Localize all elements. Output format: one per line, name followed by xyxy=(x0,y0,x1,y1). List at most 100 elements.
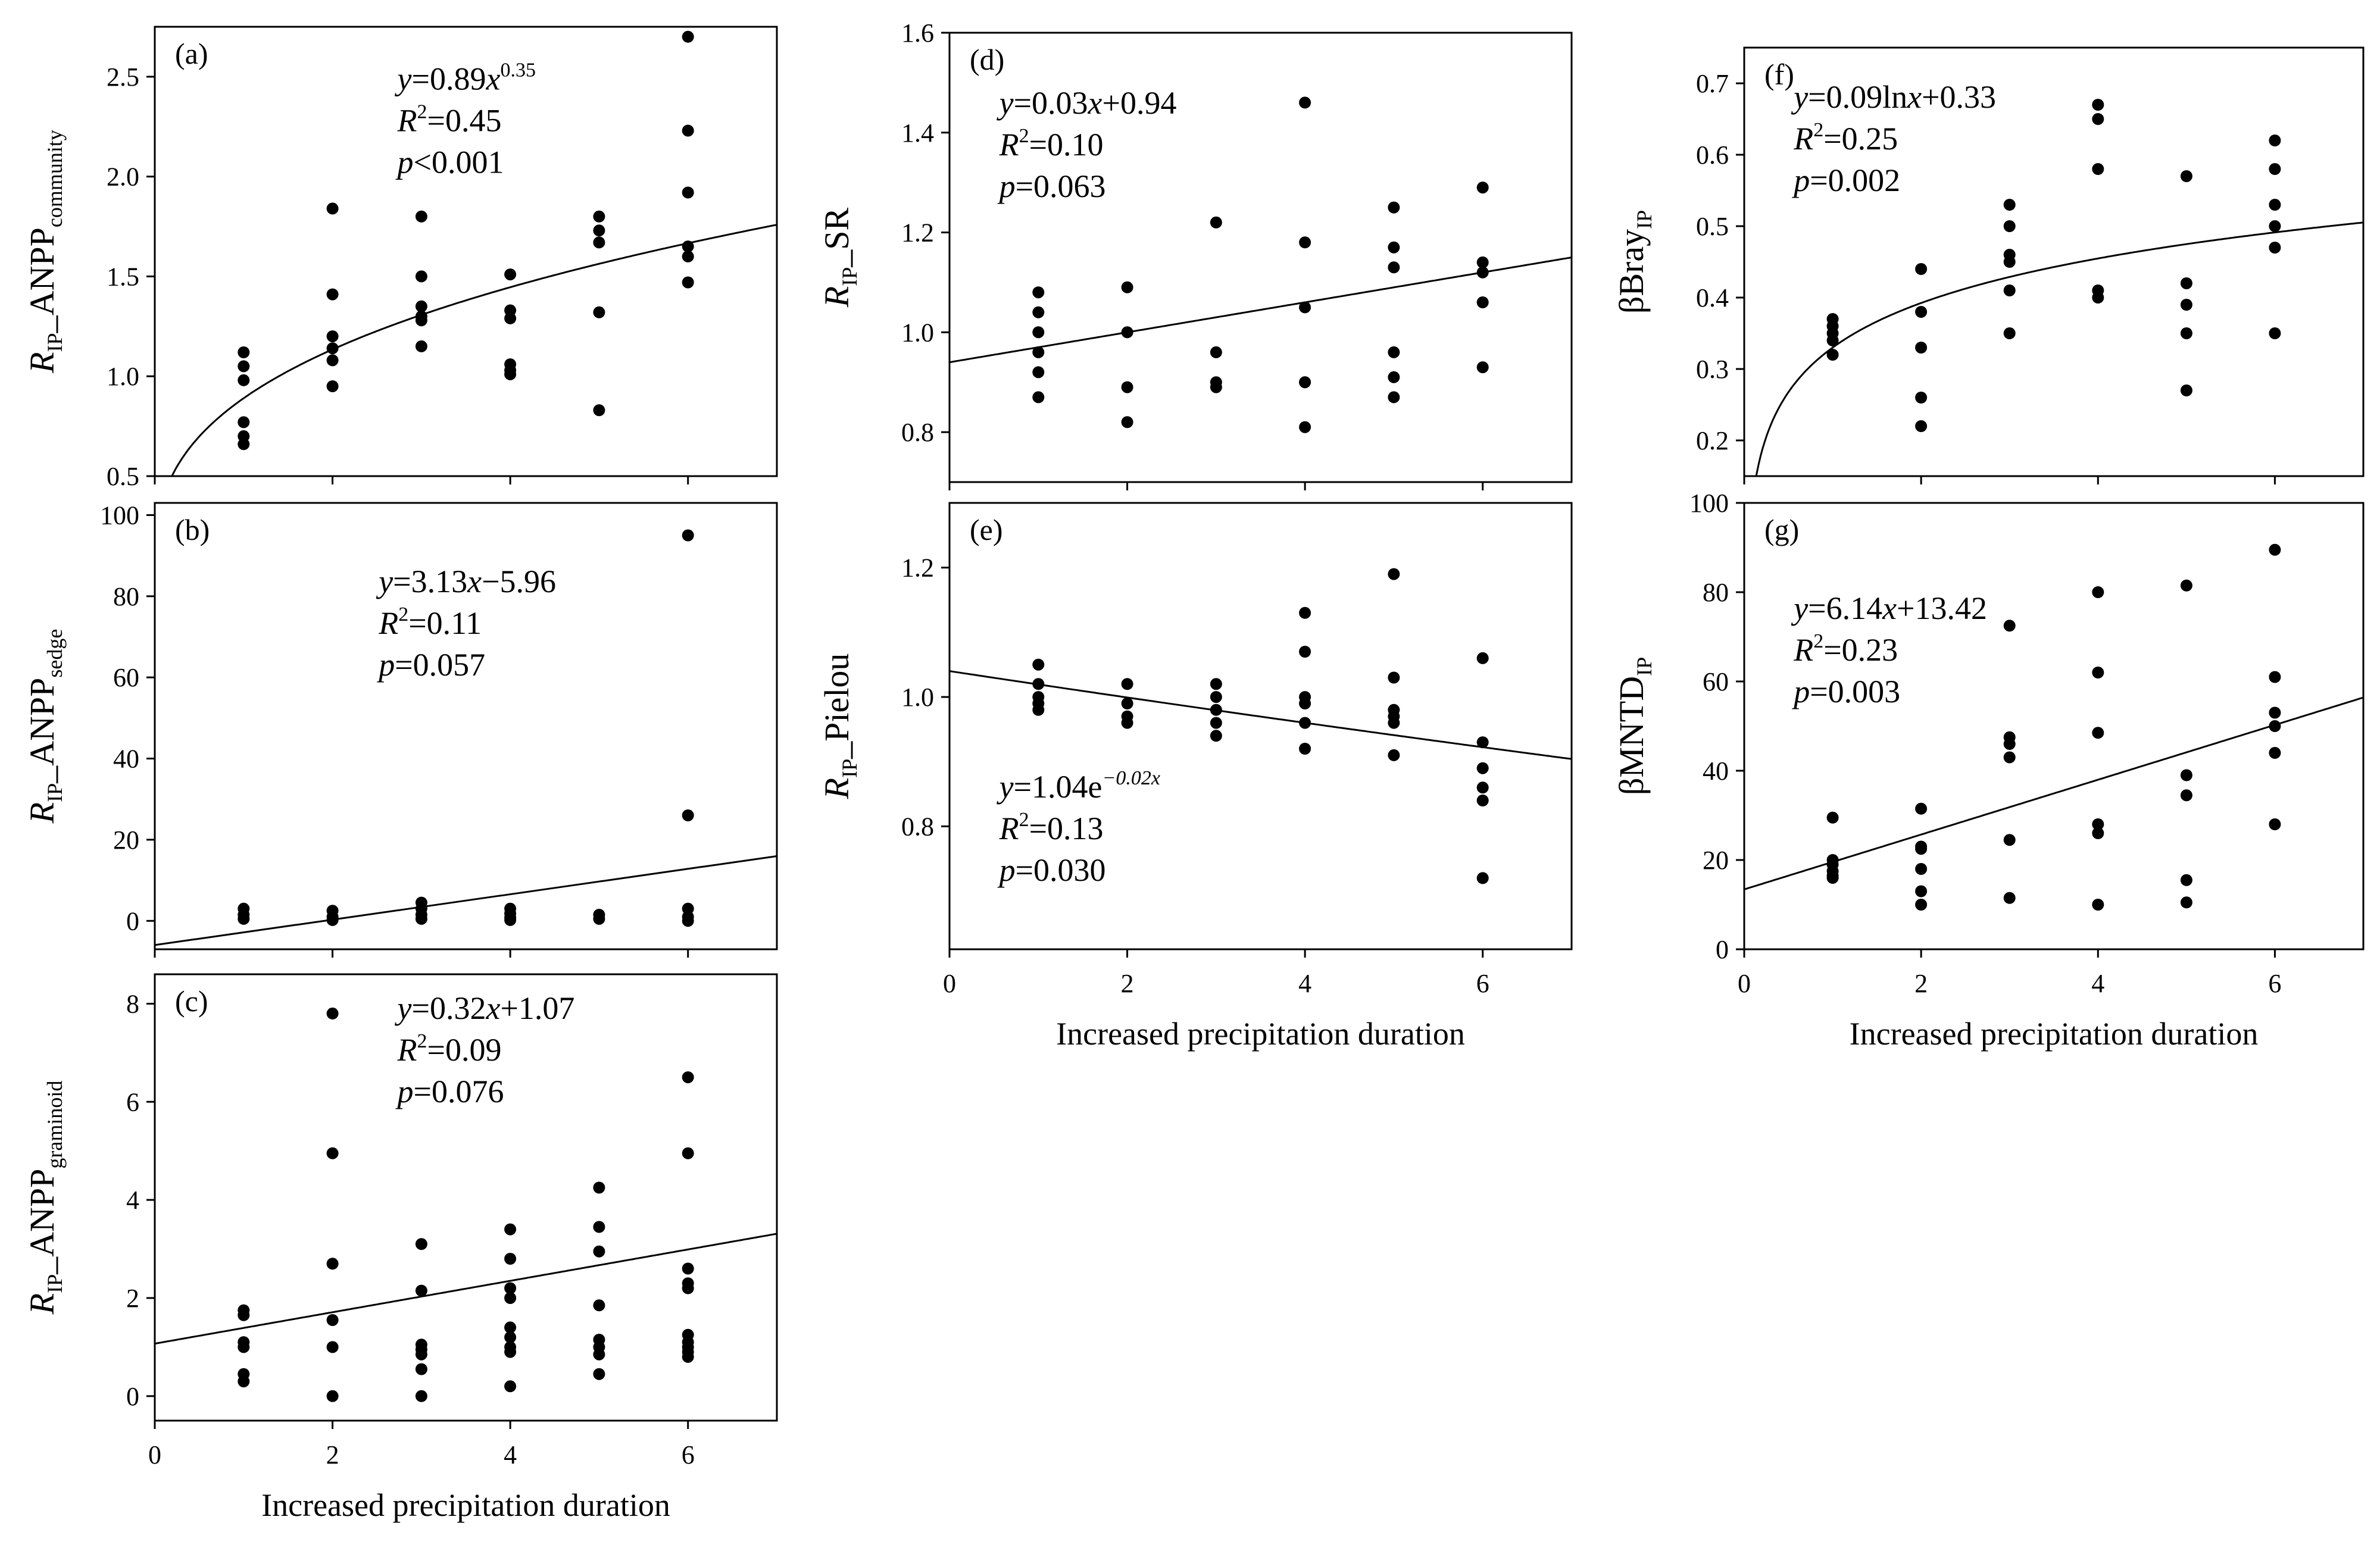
data-point xyxy=(2180,769,2192,781)
data-point xyxy=(1299,421,1311,433)
data-point xyxy=(1476,736,1489,749)
x-tick-label: 0 xyxy=(943,969,956,998)
data-point xyxy=(415,1390,427,1402)
data-point xyxy=(238,1309,250,1321)
plot-frame xyxy=(154,973,778,1422)
y-tick-label: 60 xyxy=(113,663,139,692)
data-point xyxy=(682,30,694,43)
data-point xyxy=(2003,892,2016,904)
data-point xyxy=(593,224,605,237)
fit-equation: y=3.13x−5.96 xyxy=(376,564,556,599)
panel-label: (d) xyxy=(970,43,1004,76)
r-squared: R2=0.45 xyxy=(397,101,502,139)
data-point xyxy=(1476,795,1489,806)
fit-equation: y=6.14x+13.42 xyxy=(1791,590,1987,626)
y-tick-label: 0 xyxy=(126,906,139,936)
data-point xyxy=(1388,391,1400,404)
plot-frame xyxy=(1743,502,2365,950)
data-point xyxy=(2269,747,2281,759)
panel-label: (a) xyxy=(175,37,208,70)
x-tick-label: 2 xyxy=(1914,969,1928,998)
data-point xyxy=(1476,872,1489,884)
x-axis-label: Increased precipitation duration xyxy=(261,1487,670,1523)
data-point xyxy=(1299,646,1311,658)
y-tick-label: 0.2 xyxy=(1696,426,1729,455)
data-point xyxy=(415,912,427,925)
data-point xyxy=(1388,346,1400,358)
data-point xyxy=(682,1147,694,1159)
data-point xyxy=(238,346,250,358)
data-point xyxy=(1299,236,1311,249)
x-tick-label: 0 xyxy=(1738,969,1751,998)
data-point xyxy=(1032,366,1045,379)
x-tick-label: 4 xyxy=(1298,969,1311,998)
data-point xyxy=(1121,326,1133,339)
data-point xyxy=(1476,781,1489,794)
data-point xyxy=(326,1147,339,1159)
data-point xyxy=(1388,371,1400,383)
y-tick-label: 60 xyxy=(1703,667,1729,696)
x-tick-label: 6 xyxy=(682,1440,695,1469)
panel-label: (f) xyxy=(1764,58,1794,91)
data-point xyxy=(2180,277,2192,289)
y-tick-label: 1.0 xyxy=(107,362,139,391)
plot-frame xyxy=(154,502,778,950)
data-point xyxy=(682,529,694,542)
x-tick-label: 4 xyxy=(2091,969,2104,998)
y-tick-label: 1.6 xyxy=(901,18,934,48)
data-point xyxy=(2269,720,2281,732)
data-point xyxy=(2269,818,2281,830)
data-point xyxy=(2003,199,2016,211)
fit-equation: y=0.89x0.35 xyxy=(395,60,536,97)
data-point xyxy=(682,902,694,915)
data-point xyxy=(1032,326,1045,339)
data-point xyxy=(415,1284,427,1297)
fit-line xyxy=(949,257,1572,364)
data-point xyxy=(1299,301,1311,314)
y-tick-label: 0.8 xyxy=(901,418,934,447)
data-point xyxy=(326,1007,339,1020)
y-axis-label: RIP_ANPPcommunity xyxy=(23,130,67,374)
panel-label: (e) xyxy=(970,513,1003,546)
y-axis-label: RIP_SR xyxy=(817,207,861,308)
data-point xyxy=(504,1253,517,1265)
data-point xyxy=(1299,606,1311,619)
p-value: p=0.057 xyxy=(376,647,485,683)
data-point xyxy=(1299,376,1311,389)
data-point xyxy=(1915,392,1928,404)
y-tick-label: 0.7 xyxy=(1696,69,1729,98)
panel-g: 0 20 40 60 80 100 0 2 4 6 (g) y=6.14x+13.42 R2=0.23 p… xyxy=(1612,489,2365,1052)
data-point xyxy=(1299,743,1311,755)
panel-a: 0.5 1.0 1.5 2.0 2.5 (a) y=0.89x0.35 R2=0.45 p<0.… xyxy=(23,26,778,491)
y-tick-label: 40 xyxy=(113,745,139,774)
fit-equation: y=1.04e−0.02x xyxy=(997,767,1160,805)
panel-c: 0 2 4 6 8 0 2 4 6 (c) y=0.32x+1.07 R2=0.09 p=0.076 RI… xyxy=(23,973,778,1523)
data-point xyxy=(2269,135,2281,146)
data-point xyxy=(1826,811,1839,824)
fit-line xyxy=(1744,696,2363,890)
data-point xyxy=(2269,163,2281,175)
fit-line xyxy=(949,670,1572,760)
data-point xyxy=(2092,667,2104,678)
data-point xyxy=(2092,827,2104,839)
data-point xyxy=(2180,299,2192,311)
data-point xyxy=(2092,727,2104,739)
panel-b: 0 20 40 60 80 100 (b) y=3.13x−5.96 R2=0.11 p=0.05… xyxy=(23,501,778,958)
data-point xyxy=(238,360,250,373)
x-tick-label: 0 xyxy=(148,1440,161,1469)
data-point xyxy=(238,1375,250,1388)
data-point xyxy=(415,1348,427,1361)
data-point xyxy=(1210,703,1222,716)
data-point xyxy=(326,1341,339,1353)
data-point xyxy=(2180,579,2192,592)
data-point xyxy=(1915,306,1928,318)
y-axis-label: RIP_ANPPsedge xyxy=(23,629,67,824)
y-tick-label: 1.2 xyxy=(901,553,934,583)
data-point xyxy=(2003,284,2016,296)
data-point xyxy=(1210,691,1222,703)
data-point xyxy=(1032,658,1045,671)
data-point xyxy=(238,374,250,386)
y-tick-label: 0.4 xyxy=(1696,283,1729,312)
data-point xyxy=(682,186,694,199)
data-point xyxy=(593,306,605,318)
